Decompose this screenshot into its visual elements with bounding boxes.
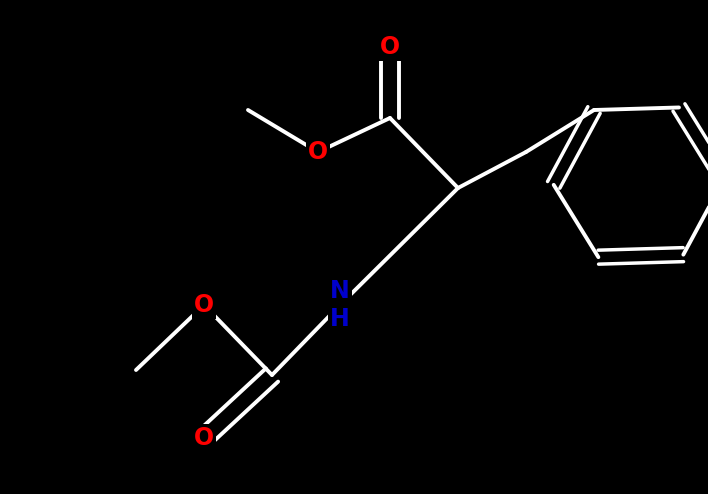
Text: N
H: N H [330,279,350,331]
Text: O: O [308,140,328,164]
Text: O: O [380,35,400,59]
Text: O: O [194,426,214,450]
Text: O: O [194,293,214,317]
